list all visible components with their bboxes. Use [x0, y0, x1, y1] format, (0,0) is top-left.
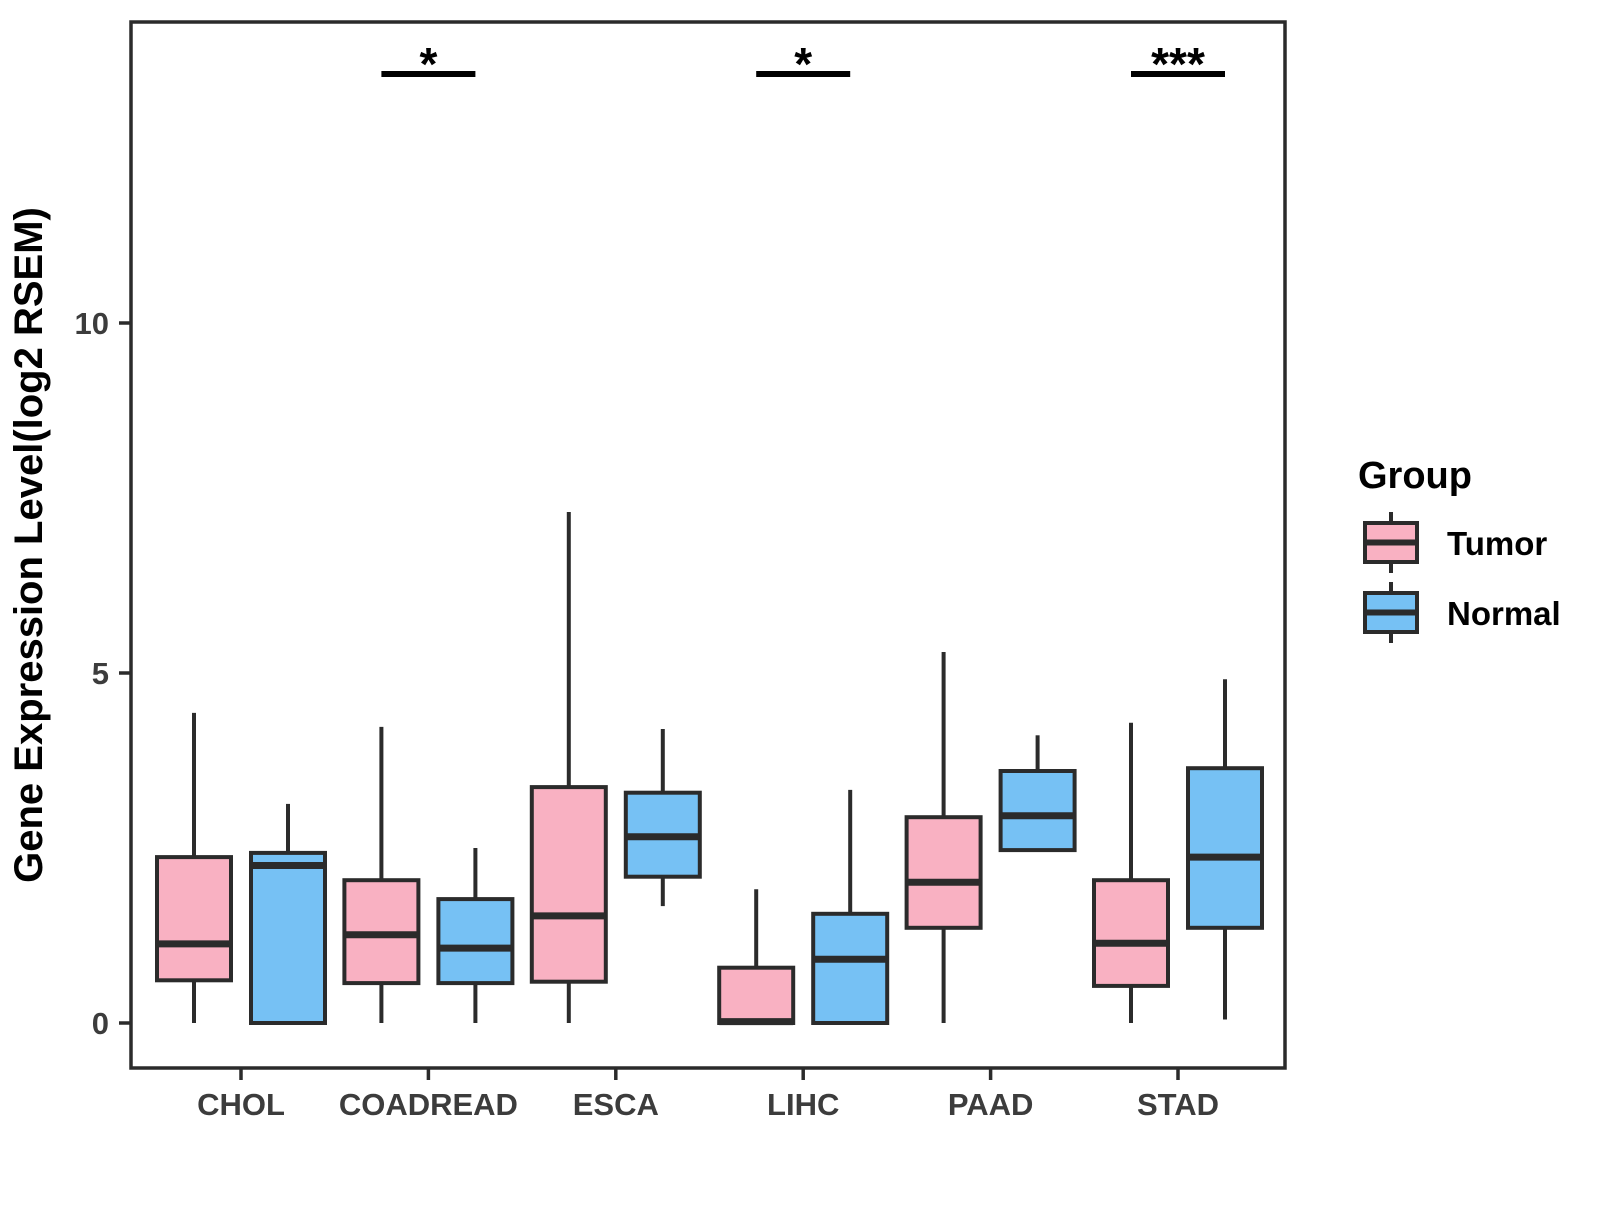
iqr-box — [436, 897, 515, 986]
significance-stars: * — [419, 38, 437, 90]
boxplot-stad-tumor — [1092, 722, 1170, 1023]
x-tick-label-lihc: LIHC — [767, 1087, 839, 1122]
boxplot-stad-normal — [1186, 679, 1264, 1020]
significance-stad: *** — [1131, 38, 1225, 90]
y-tick-label: 10 — [75, 306, 109, 341]
boxplot-paad-tumor — [904, 652, 983, 1023]
x-tick-label-paad: PAAD — [948, 1087, 1034, 1122]
x-tick-label-esca: ESCA — [573, 1087, 659, 1122]
y-tick-label: 0 — [92, 1006, 109, 1041]
legend: Group Tumor Normal — [1358, 455, 1561, 643]
boxplot-coadread-normal — [436, 848, 515, 1023]
boxplot-chol-normal — [249, 803, 327, 1026]
boxplot-paad-normal — [998, 735, 1077, 853]
iqr-box — [249, 850, 327, 1026]
iqr-box — [1092, 878, 1170, 988]
legend-label-tumor: Tumor — [1447, 525, 1547, 562]
x-tick-label-coadread: COADREAD — [339, 1087, 518, 1122]
significance-stars: * — [794, 38, 812, 90]
boxplot-esca-normal — [623, 729, 702, 907]
iqr-box — [998, 769, 1077, 853]
iqr-box — [904, 815, 983, 930]
legend-key-tumor — [1363, 512, 1419, 573]
iqr-box — [1186, 766, 1264, 930]
iqr-box — [155, 855, 233, 983]
boxplot-coadread-tumor — [342, 726, 421, 1023]
iqr-box — [811, 911, 890, 1025]
legend-key-normal — [1363, 582, 1419, 643]
boxplot-lihc-normal — [811, 789, 890, 1025]
significance-lihc: * — [756, 38, 851, 90]
legend-keys — [1363, 512, 1419, 643]
significance-stars: *** — [1151, 38, 1205, 90]
significance-coadread: * — [381, 38, 476, 90]
iqr-box — [717, 965, 796, 1026]
boxplot-lihc-tumor — [717, 889, 796, 1026]
y-tick-label: 5 — [92, 656, 109, 691]
boxplot-esca-tumor — [529, 512, 608, 1023]
panel-border — [129, 20, 1287, 1070]
boxplot-chol-tumor — [155, 712, 233, 1023]
x-tick-label-stad: STAD — [1137, 1087, 1219, 1122]
legend-label-normal: Normal — [1447, 595, 1561, 632]
y-axis-title: Gene Expression Level(log2 RSEM) — [7, 207, 51, 883]
legend-title: Group — [1358, 455, 1472, 497]
iqr-box — [529, 785, 608, 984]
x-tick-label-chol: CHOL — [197, 1087, 285, 1122]
